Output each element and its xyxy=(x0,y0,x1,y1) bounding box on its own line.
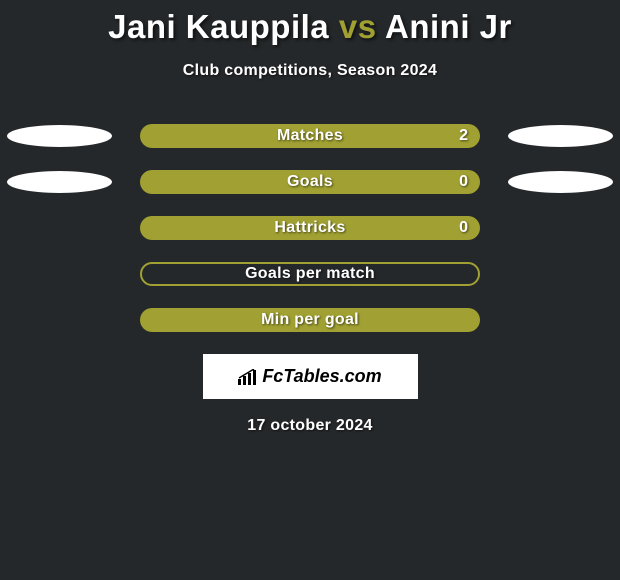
stat-row: Goals 0 xyxy=(0,170,620,194)
stat-row: Goals per match xyxy=(0,262,620,286)
oval-spacer xyxy=(7,309,112,331)
stat-bar: Min per goal xyxy=(140,308,480,332)
comparison-title: Jani Kauppila vs Anini Jr xyxy=(0,0,620,46)
stat-value: 0 xyxy=(459,173,468,191)
oval-spacer xyxy=(508,263,613,285)
player2-oval xyxy=(508,171,613,193)
logo-text: FcTables.com xyxy=(262,366,381,387)
stat-value: 2 xyxy=(459,127,468,145)
logo-box: FcTables.com xyxy=(203,354,418,399)
stat-label: Goals per match xyxy=(245,265,375,283)
stat-bar: Goals 0 xyxy=(140,170,480,194)
oval-spacer xyxy=(7,217,112,239)
stat-bar: Matches 2 xyxy=(140,124,480,148)
stat-label: Goals xyxy=(287,173,333,191)
stat-value: 0 xyxy=(459,219,468,237)
stat-row: Hattricks 0 xyxy=(0,216,620,240)
chart-icon xyxy=(238,369,258,385)
stat-row: Min per goal xyxy=(0,308,620,332)
stat-row: Matches 2 xyxy=(0,124,620,148)
subtitle: Club competitions, Season 2024 xyxy=(0,62,620,80)
oval-spacer xyxy=(508,217,613,239)
stat-bar: Goals per match xyxy=(140,262,480,286)
stats-rows: Matches 2 Goals 0 Hattricks 0 Goals per match M… xyxy=(0,124,620,332)
player1-name: Jani Kauppila xyxy=(108,8,329,45)
stat-bar: Hattricks 0 xyxy=(140,216,480,240)
stat-label: Matches xyxy=(277,127,343,145)
player2-name: Anini Jr xyxy=(385,8,512,45)
vs-text: vs xyxy=(339,8,377,45)
player2-oval xyxy=(508,125,613,147)
oval-spacer xyxy=(508,309,613,331)
date-text: 17 october 2024 xyxy=(0,417,620,435)
logo: FcTables.com xyxy=(238,366,381,387)
stat-label: Hattricks xyxy=(274,219,345,237)
player1-oval xyxy=(7,125,112,147)
oval-spacer xyxy=(7,263,112,285)
player1-oval xyxy=(7,171,112,193)
stat-label: Min per goal xyxy=(261,311,359,329)
